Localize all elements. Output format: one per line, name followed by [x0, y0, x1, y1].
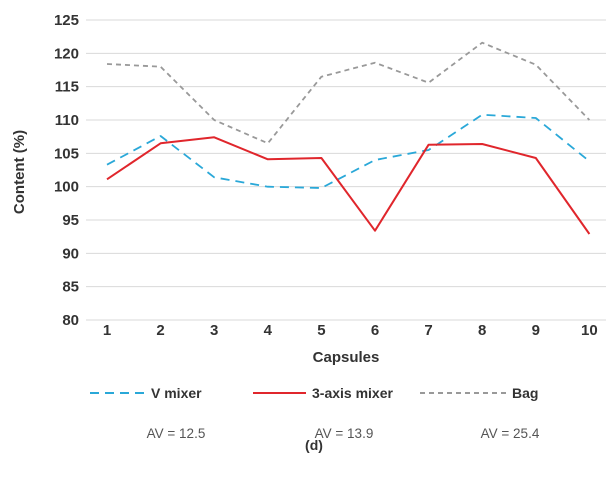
x-tick-label: 4: [264, 322, 273, 339]
y-tick-label: 105: [54, 145, 79, 162]
x-tick-label: 6: [371, 322, 379, 339]
x-tick-label: 7: [424, 322, 432, 339]
series-line-3-axis-mixer: [106, 136, 591, 235]
x-tick-label: 5: [317, 322, 325, 339]
x-tick-label: 9: [532, 322, 540, 339]
x-tick-label: 8: [478, 322, 486, 339]
legend-label: 3-axis mixer: [312, 385, 393, 401]
y-tick-label: 100: [54, 179, 79, 196]
figure-caption: (d): [305, 437, 323, 453]
av-annotation: AV = 25.4: [481, 426, 540, 441]
y-tick-label: 85: [62, 279, 79, 296]
legend-label: Bag: [512, 385, 538, 401]
av-annotation: AV = 12.5: [147, 426, 206, 441]
series-line-bag: [106, 41, 591, 145]
y-tick-label: 115: [55, 79, 79, 96]
x-tick-label: 1: [103, 322, 111, 339]
x-tick-label: 10: [581, 322, 598, 339]
y-tick-label: 120: [54, 45, 79, 62]
x-tick-label: 3: [210, 322, 218, 339]
series-line-v-mixer: [106, 113, 590, 189]
y-tick-label: 110: [55, 112, 79, 129]
x-tick-labels: 1 2 3 4 5 6 7 8 9 10: [103, 322, 598, 339]
legend: V mixer 3-axis mixer Bag: [90, 385, 538, 401]
y-tick-label: 125: [54, 12, 79, 29]
x-axis-title: Capsules: [313, 349, 380, 366]
y-axis-title: Content (%): [11, 130, 28, 214]
x-tick-label: 2: [156, 322, 164, 339]
y-tick-label: 90: [62, 245, 79, 262]
gridlines: [86, 19, 606, 321]
av-annotation: AV = 13.9: [315, 426, 374, 441]
av-annotations: AV = 12.5 AV = 13.9 AV = 25.4: [147, 426, 540, 441]
y-tick-label: 95: [62, 212, 79, 229]
legend-label: V mixer: [151, 385, 202, 401]
y-tick-labels: 80 85 90 95 100 105 110 115 120 125: [54, 12, 79, 329]
y-tick-label: 80: [62, 312, 79, 329]
series-lines: [106, 41, 591, 235]
